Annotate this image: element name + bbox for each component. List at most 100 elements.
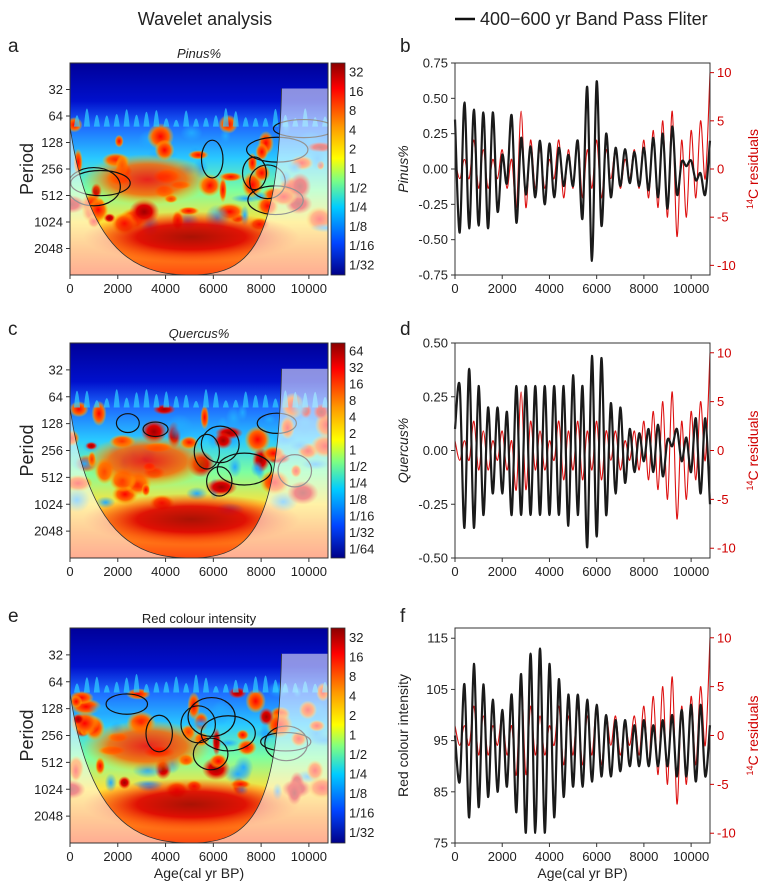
hf-streak	[143, 389, 150, 408]
colorbar-tick-label: 2	[349, 426, 356, 441]
significance-contour	[105, 693, 149, 715]
y-axis-label: Pinus%	[395, 145, 411, 192]
hf-streak	[203, 677, 209, 693]
hf-streak	[272, 398, 279, 408]
x-tick-label: 8000	[247, 564, 276, 579]
y-tick-label: -0.25	[418, 497, 448, 512]
y2-tick-label: 0	[717, 443, 724, 458]
y2-label-superscript: 14	[745, 199, 755, 209]
y2-tick-label: -10	[717, 826, 736, 841]
x-tick-label: 0	[451, 849, 458, 864]
x-tick-label: 6000	[199, 564, 228, 579]
hf-streak	[123, 397, 130, 408]
hf-streak	[103, 115, 110, 127]
y-tick-label: 128	[41, 135, 63, 150]
significance-contour	[200, 715, 256, 752]
hf-streak	[103, 685, 110, 693]
power-blob	[70, 695, 83, 708]
power-blob	[209, 753, 228, 769]
y2-tick-label: -5	[717, 777, 729, 792]
panel-letter-b: b	[400, 36, 411, 57]
y2-tick-label: 0	[717, 162, 724, 177]
hf-streak	[193, 674, 200, 693]
left-column-title: Wavelet analysis	[138, 9, 272, 29]
hf-streak	[193, 118, 200, 127]
y-tick-label: 85	[434, 784, 448, 799]
y2-tick-label: -10	[717, 258, 736, 273]
x-tick-label: 6000	[582, 849, 611, 864]
y-tick-label: 1024	[34, 782, 63, 797]
long-period-band	[82, 493, 300, 546]
colorbar-tick-label: 1	[349, 443, 356, 458]
panel-letter-e: e	[8, 606, 19, 627]
x-tick-label: 4000	[151, 564, 180, 579]
y-tick-label: 115	[427, 631, 448, 646]
colorbar-tick-label: 16	[349, 376, 363, 391]
hf-streak	[123, 677, 130, 693]
hf-streak	[193, 400, 200, 408]
wavelet-title: Pinus%	[177, 46, 221, 61]
colorbar-tick-label: 1/2	[349, 459, 367, 474]
y-tick-label: 105	[426, 682, 448, 697]
y-tick-label: 256	[41, 728, 63, 743]
x-tick-label: 8000	[247, 281, 276, 296]
x-tick-label: 6000	[582, 281, 611, 296]
x-tick-label: 10000	[291, 849, 327, 864]
hf-streak	[222, 108, 229, 127]
y-tick-label: 256	[41, 162, 63, 177]
significance-contour	[192, 737, 229, 771]
significance-contour	[180, 705, 216, 744]
y-tick-label: -0.25	[418, 197, 448, 212]
significance-contour	[200, 425, 240, 464]
y-tick-label: 64	[49, 389, 63, 404]
y-tick-label: 0.50	[423, 336, 448, 351]
y-axis-label: Period	[17, 143, 37, 195]
y-axis-label: Red colour intensity	[395, 674, 411, 797]
colorbar-tick-label: 1/8	[349, 219, 367, 234]
hf-streak	[242, 117, 249, 127]
hf-streak	[212, 685, 219, 693]
hf-streak	[143, 683, 150, 693]
y-axis-label: Quercus%	[395, 418, 411, 483]
colorbar-tick-label: 1/2	[349, 180, 367, 195]
y2-tick-label: 10	[717, 345, 731, 360]
cone-of-influence	[70, 653, 328, 843]
colorbar-tick-label: 1/16	[349, 806, 374, 821]
hf-streak	[252, 676, 259, 693]
hf-streak	[83, 677, 90, 693]
y-tick-label: 32	[49, 647, 63, 662]
y-tick-label: 2048	[34, 809, 63, 824]
colorbar-tick-label: 8	[349, 669, 356, 684]
hf-streak	[74, 390, 80, 408]
significance-contour	[145, 714, 174, 753]
colorbar-tick-label: 1/32	[349, 825, 374, 840]
mid-period-band	[82, 154, 212, 206]
x-tick-label: 0	[451, 281, 458, 296]
y2-label-text: C residuals	[745, 695, 761, 765]
y2-label-superscript: 14	[745, 766, 755, 776]
power-blob	[227, 456, 242, 478]
c14-residuals-line	[454, 72, 711, 238]
hf-streak	[74, 683, 80, 693]
wavelet-title: Quercus%	[169, 326, 230, 341]
colorbar-tick-label: 16	[349, 84, 363, 99]
y-tick-label: 2048	[34, 524, 63, 539]
y-tick-label: 0.25	[423, 389, 448, 404]
y-tick-label: 32	[49, 82, 63, 97]
hf-streak	[183, 110, 190, 127]
hf-streak	[153, 682, 160, 693]
colorbar-tick-label: 1/2	[349, 747, 367, 762]
y-axis-label: Period	[17, 709, 37, 761]
wavelet-panel-e: Red colour intensity32641282565121024204…	[17, 611, 374, 881]
significance-contour	[70, 166, 121, 207]
y-tick-label: 0.75	[423, 56, 448, 71]
x-tick-label: 8000	[247, 849, 276, 864]
long-period-band	[82, 211, 300, 263]
hf-streak	[113, 681, 120, 693]
colorbar-tick-label: 1/4	[349, 767, 367, 782]
y2-tick-label: 10	[717, 65, 731, 80]
hf-streak	[123, 109, 130, 127]
